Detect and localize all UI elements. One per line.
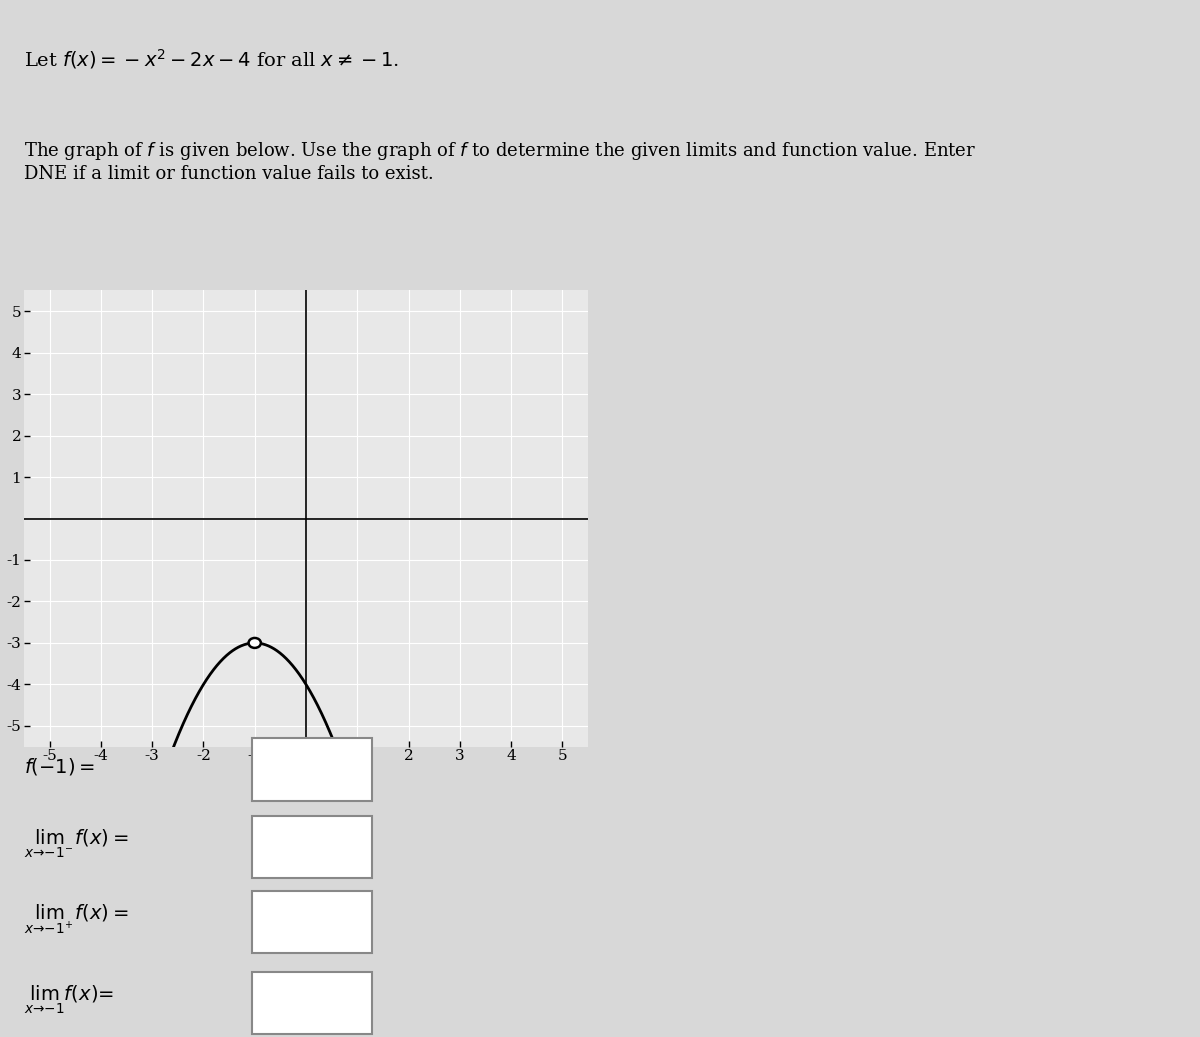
FancyBboxPatch shape (252, 891, 372, 953)
FancyBboxPatch shape (252, 738, 372, 801)
FancyBboxPatch shape (252, 816, 372, 878)
Text: $f(-1) =$: $f(-1) =$ (24, 756, 95, 777)
Text: $\lim_{x \to -1} f(x) =$: $\lim_{x \to -1} f(x) =$ (24, 983, 114, 1016)
Circle shape (248, 638, 260, 648)
Text: Let $f(x) = -x^2 - 2x - 4$ for all $x \neq -1$.: Let $f(x) = -x^2 - 2x - 4$ for all $x \n… (24, 47, 400, 71)
Text: The graph of $f$ is given below. Use the graph of $f$ to determine the given lim: The graph of $f$ is given below. Use the… (24, 140, 977, 183)
FancyBboxPatch shape (252, 972, 372, 1034)
Text: $\lim_{x \to -1^-} f(x) =$: $\lim_{x \to -1^-} f(x) =$ (24, 828, 128, 861)
Text: $\lim_{x \to -1^+} f(x) =$: $\lim_{x \to -1^+} f(x) =$ (24, 902, 128, 935)
